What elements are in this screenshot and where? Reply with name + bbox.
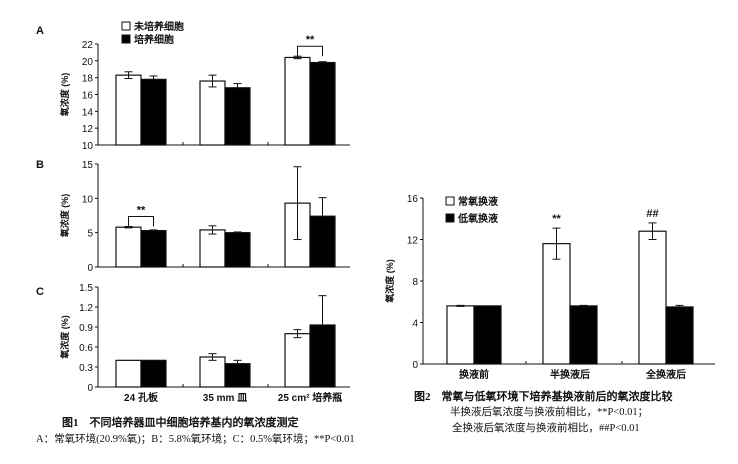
- significance-bracket: [297, 45, 323, 57]
- bar-black: [140, 230, 167, 268]
- y-axis-label: 氧浓度 (%): [59, 315, 70, 360]
- category-label: 全换液后: [645, 368, 686, 381]
- figure1-caption-note: A：常氧环境(20.9%氧)；B：5.8%氧环境；C：0.5%氧环境；**P<0…: [36, 432, 355, 445]
- legend-label: 低氧换液: [457, 212, 498, 225]
- y-tick-label: 14: [82, 107, 94, 118]
- category-label: 35 mm 皿: [203, 393, 247, 404]
- significance-marker: ##: [646, 208, 658, 220]
- y-tick-label: 22: [82, 40, 94, 51]
- bar-white: [199, 229, 226, 268]
- legend-label: 未培养细胞: [133, 20, 184, 33]
- y-axis-label: 氧浓度 (%): [59, 194, 70, 239]
- bar-black: [569, 305, 598, 365]
- bar-white: [446, 305, 475, 365]
- y-tick-label: 4: [412, 319, 418, 330]
- y-tick-label: 1.2: [79, 303, 93, 314]
- bar-white: [284, 56, 311, 146]
- figure2-caption-title: 图2 常氧与低氧环境下培养基换液前后的氧浓度比较: [414, 389, 673, 403]
- bar-black: [309, 215, 336, 268]
- bar-black: [140, 78, 167, 146]
- bar-black: [224, 87, 251, 146]
- y-tick-label: 10: [82, 194, 94, 205]
- figure2-caption-note2: 全换液后氧浓度与换液前相比，##P<0.01: [452, 421, 640, 434]
- legend-label: 培养细胞: [134, 33, 174, 46]
- y-tick-label: 20: [82, 57, 94, 68]
- y-tick-label: 18: [82, 74, 94, 85]
- bar-white: [199, 80, 226, 146]
- legend-swatch-white: [121, 21, 131, 31]
- y-tick-label: 15: [82, 160, 94, 171]
- y-tick-label: 16: [82, 91, 94, 102]
- bar-black: [224, 363, 251, 388]
- y-axis-label: 氧浓度 (%): [384, 259, 395, 304]
- legend-label: 常氧换液: [458, 195, 498, 208]
- y-tick-label: 12: [407, 236, 419, 247]
- y-tick-label: 16: [407, 194, 419, 205]
- bar-black: [309, 61, 336, 146]
- legend-swatch-white: [445, 196, 455, 206]
- bar-black: [473, 305, 502, 365]
- bar-white: [638, 230, 667, 365]
- y-axis-label: 氧浓度 (%): [59, 73, 70, 118]
- bar-white: [284, 333, 311, 388]
- figure1-caption-title: 图1 不同培养器皿中细胞培养基内的氧浓度测定: [62, 415, 299, 429]
- significance-marker: **: [137, 204, 146, 216]
- significance-bracket: [128, 215, 154, 227]
- y-tick-label: 0.6: [79, 343, 93, 354]
- legend-swatch-black: [121, 34, 131, 44]
- y-tick-label: 1.5: [79, 283, 93, 294]
- bar-white: [542, 243, 571, 365]
- y-tick-label: 0: [87, 263, 93, 274]
- bar-black: [665, 306, 694, 365]
- y-tick-label: 10: [82, 141, 94, 152]
- panel-label: C: [36, 286, 44, 298]
- significance-marker: **: [306, 34, 315, 46]
- y-tick-label: 8: [412, 277, 418, 288]
- y-tick-label: 0.9: [79, 323, 93, 334]
- significance-marker: **: [552, 213, 561, 225]
- category-label: 24 孔板: [124, 391, 159, 404]
- bar-black: [224, 232, 251, 268]
- bar-white: [115, 74, 142, 146]
- category-label: 换液前: [459, 368, 489, 381]
- y-tick-label: 12: [82, 124, 94, 135]
- panel-label: B: [36, 159, 44, 171]
- bar-white: [199, 356, 226, 388]
- y-tick-label: 0: [412, 360, 418, 371]
- bar-white: [115, 226, 142, 268]
- bar-black: [140, 359, 167, 388]
- y-tick-label: 0: [87, 383, 93, 394]
- y-tick-label: 5: [87, 229, 93, 240]
- panel-label: A: [36, 25, 44, 37]
- figure2-caption-note1: 半换液后氧浓度与换液前相比，**P<0.01；: [450, 405, 648, 418]
- category-label: 半换液后: [550, 368, 590, 381]
- legend-swatch-black: [445, 213, 455, 223]
- bar-white: [115, 359, 142, 388]
- bar-black: [309, 324, 336, 388]
- category-label: 25 cm² 培养瓶: [278, 391, 342, 404]
- y-tick-label: 0.3: [79, 363, 93, 374]
